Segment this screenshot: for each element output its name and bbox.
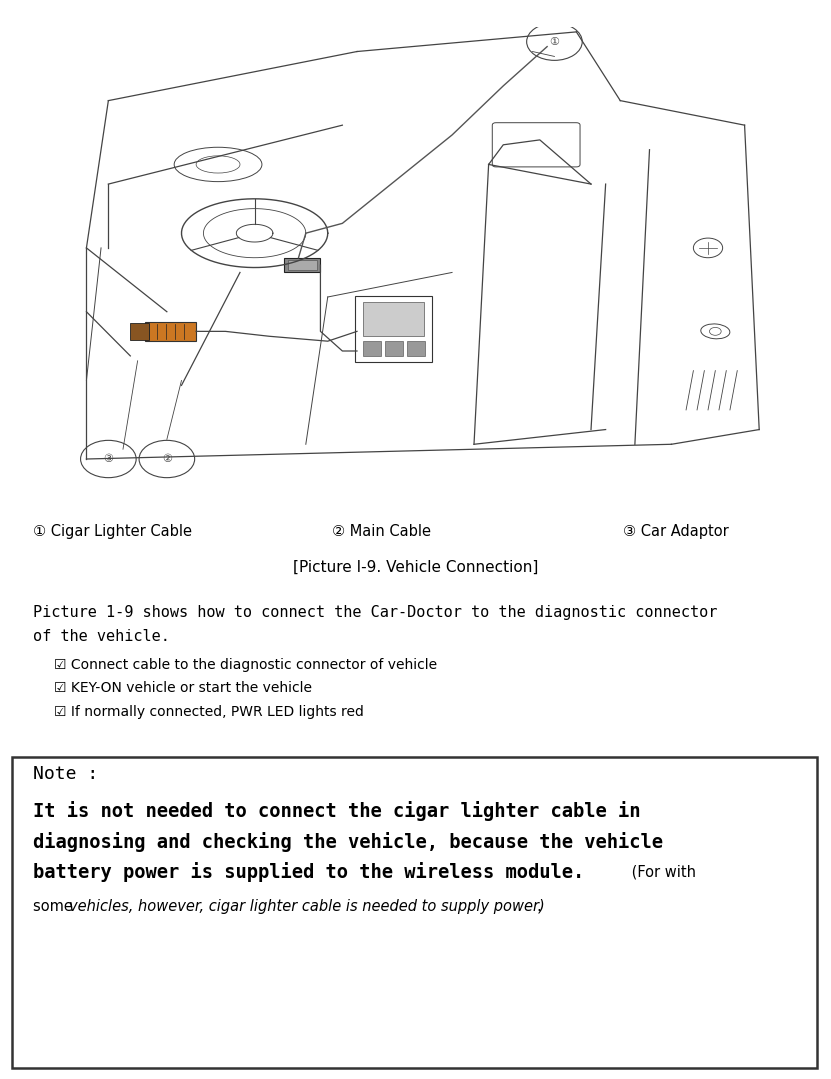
Text: ☑ Connect cable to the diagnostic connector of vehicle: ☑ Connect cable to the diagnostic connec… xyxy=(54,658,437,671)
Text: ③: ③ xyxy=(103,454,113,464)
Text: It is not needed to connect the cigar lighter cable in: It is not needed to connect the cigar li… xyxy=(33,802,641,821)
FancyBboxPatch shape xyxy=(492,123,580,167)
Text: diagnosing and checking the vehicle, because the vehicle: diagnosing and checking the vehicle, bec… xyxy=(33,832,663,851)
Text: of the vehicle.: of the vehicle. xyxy=(33,629,170,644)
Text: (For with: (For with xyxy=(627,864,696,879)
FancyBboxPatch shape xyxy=(355,296,432,363)
Bar xyxy=(145,322,196,341)
Bar xyxy=(130,323,149,340)
Bar xyxy=(288,260,317,270)
Bar xyxy=(363,341,381,356)
Text: ① Cigar Lighter Cable: ① Cigar Lighter Cable xyxy=(33,524,192,540)
Text: vehicles, however, cigar lighter cable is needed to supply power): vehicles, however, cigar lighter cable i… xyxy=(69,899,545,914)
Text: battery power is supplied to the wireless module.: battery power is supplied to the wireles… xyxy=(33,862,584,882)
Bar xyxy=(284,258,321,272)
Text: ☑ KEY-ON vehicle or start the vehicle: ☑ KEY-ON vehicle or start the vehicle xyxy=(54,682,312,695)
Text: .: . xyxy=(536,899,541,914)
Text: ③ Car Adaptor: ③ Car Adaptor xyxy=(623,524,729,540)
Text: ② Main Cable: ② Main Cable xyxy=(332,524,431,540)
Text: ☑ If normally connected, PWR LED lights red: ☑ If normally connected, PWR LED lights … xyxy=(54,706,364,719)
Bar xyxy=(385,341,403,356)
Text: ②: ② xyxy=(162,454,172,464)
Text: [Picture I-9. Vehicle Connection]: [Picture I-9. Vehicle Connection] xyxy=(293,560,538,575)
Bar xyxy=(406,341,425,356)
Text: some: some xyxy=(33,899,78,914)
Text: Picture 1-9 shows how to connect the Car-Doctor to the diagnostic connector: Picture 1-9 shows how to connect the Car… xyxy=(33,605,718,620)
Text: Note :: Note : xyxy=(33,765,99,782)
FancyBboxPatch shape xyxy=(12,757,817,1068)
Bar xyxy=(363,302,425,337)
Text: ①: ① xyxy=(549,37,559,46)
